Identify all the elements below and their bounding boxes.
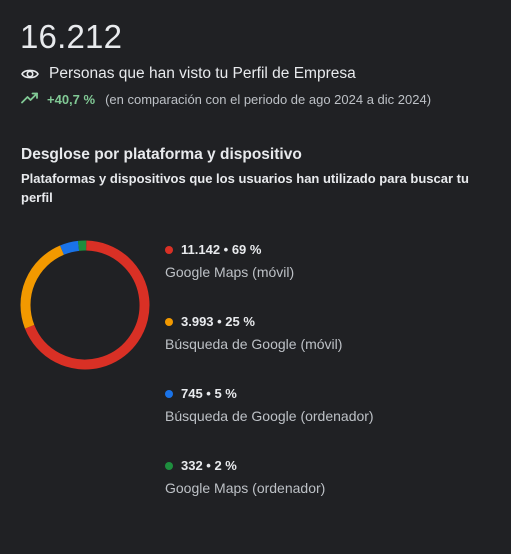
legend-dot-icon <box>165 461 173 470</box>
legend-label: Búsqueda de Google (ordenador) <box>165 408 374 424</box>
legend-value: 11.142 • 69 % <box>181 242 262 257</box>
donut-slice-2[interactable] <box>20 245 65 329</box>
legend-label: Google Maps (ordenador) <box>165 480 326 496</box>
legend-item: 11.142 • 69 % Google Maps (móvil) <box>165 242 495 280</box>
legend-value-row: 745 • 5 % <box>165 386 495 401</box>
legend-item: 332 • 2 % Google Maps (ordenador) <box>165 458 495 496</box>
legend-value: 745 • 5 % <box>181 386 237 401</box>
donut-slice-3[interactable] <box>60 240 80 255</box>
legend-item: 745 • 5 % Búsqueda de Google (ordenador) <box>165 386 495 424</box>
eye-icon <box>21 67 39 81</box>
legend-value-row: 3.993 • 25 % <box>165 314 495 329</box>
legend-label: Google Maps (móvil) <box>165 264 295 280</box>
trend-comparison-note: (en comparación con el periodo de ago 20… <box>105 92 432 107</box>
views-label-row: Personas que han visto tu Perfil de Empr… <box>21 65 356 83</box>
total-views-number: 16.212 <box>20 18 123 55</box>
trend-percent: +40,7 % <box>47 92 96 107</box>
legend-value-row: 332 • 2 % <box>165 458 495 473</box>
trending-up-icon <box>21 92 39 107</box>
legend-item: 3.993 • 25 % Búsqueda de Google (móvil) <box>165 314 495 352</box>
legend-value: 332 • 2 % <box>181 458 237 473</box>
views-label: Personas que han visto tu Perfil de Empr… <box>49 65 356 82</box>
legend-label: Búsqueda de Google (móvil) <box>165 336 343 352</box>
donut-slice-1[interactable] <box>24 240 150 370</box>
legend-value: 3.993 • 25 % <box>181 314 255 329</box>
legend-value-row: 11.142 • 69 % <box>165 242 495 257</box>
legend-dot-icon <box>165 245 173 254</box>
breakdown-subtitle: Plataformas y dispositivos que los usuar… <box>21 171 469 205</box>
legend-dot-icon <box>165 317 173 326</box>
legend-dot-icon <box>165 389 173 398</box>
breakdown-title: Desglose por plataforma y dispositivo <box>21 146 302 163</box>
trend-row: +40,7 % (en comparación con el periodo d… <box>21 92 431 107</box>
platform-donut-chart <box>20 240 150 370</box>
